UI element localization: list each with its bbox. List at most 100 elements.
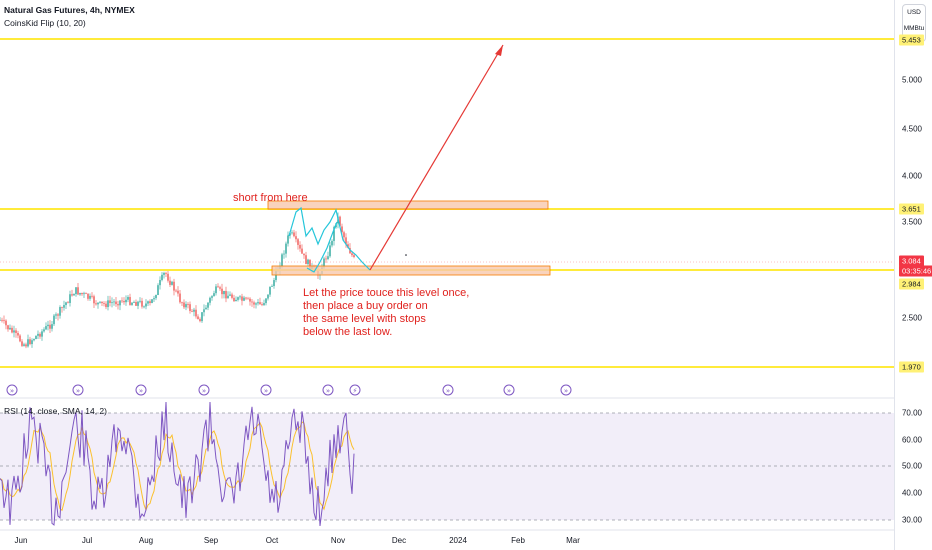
candle-body xyxy=(33,339,35,341)
candle-body xyxy=(119,300,121,306)
candle-body xyxy=(255,303,257,305)
candle-body xyxy=(55,314,57,316)
candle-body xyxy=(75,287,77,295)
candle-body xyxy=(105,303,107,308)
candle-body xyxy=(325,258,327,260)
time-tick: Sep xyxy=(203,536,219,545)
lightning-icon-glyph: ⚡ xyxy=(353,387,358,395)
candle-body xyxy=(173,281,175,291)
price-tag-top: 5.453 xyxy=(899,34,924,46)
candle-body xyxy=(241,296,243,301)
forward-icon[interactable] xyxy=(560,384,572,396)
candle-body xyxy=(167,273,169,281)
forward-icon[interactable] xyxy=(260,384,272,396)
rsi-tick: 50.00 xyxy=(901,461,922,471)
price-tick: 4.000 xyxy=(901,171,922,181)
forward-icon-glyph: » xyxy=(139,387,143,395)
candle-body xyxy=(23,344,25,346)
forward-icon-glyph: » xyxy=(264,387,268,395)
candle-body xyxy=(153,298,155,300)
candle-body xyxy=(147,301,149,304)
candle-body xyxy=(61,307,63,308)
buy-zone[interactable] xyxy=(271,265,551,276)
candle-body xyxy=(281,254,283,267)
candle-body xyxy=(137,301,139,306)
candle-body xyxy=(217,286,219,288)
candle-body xyxy=(251,301,253,303)
lightning-icon[interactable] xyxy=(349,384,361,396)
candle-body xyxy=(45,326,47,330)
candle-body xyxy=(17,332,19,336)
candle-body xyxy=(299,244,301,249)
forward-icon[interactable] xyxy=(442,384,454,396)
candle-body xyxy=(271,286,273,287)
candle-body xyxy=(227,295,229,299)
candle-body xyxy=(329,245,331,257)
candle-body xyxy=(345,237,347,245)
candle-body xyxy=(85,293,87,295)
candle-body xyxy=(7,325,9,330)
candle-body xyxy=(305,255,307,265)
candle-body xyxy=(29,339,31,345)
candle-body xyxy=(43,329,45,332)
candle-body xyxy=(13,330,15,333)
candle-body xyxy=(113,301,115,303)
candle-body xyxy=(65,302,67,306)
time-tick: Dec xyxy=(391,536,407,545)
candle-body xyxy=(53,315,55,325)
price-tag-1970: 1.970 xyxy=(899,361,924,373)
candle-body xyxy=(123,301,125,303)
time-tick: Aug xyxy=(138,536,154,545)
candle-body xyxy=(115,301,117,305)
forward-icon[interactable] xyxy=(6,384,18,396)
candle-body xyxy=(51,324,53,329)
candle-body xyxy=(93,296,95,304)
candle-body xyxy=(69,294,71,303)
target-arrow[interactable] xyxy=(369,44,504,271)
forward-icon-glyph: » xyxy=(326,387,330,395)
candle-body xyxy=(291,232,293,234)
annotation-note: Let the price touce this level once, the… xyxy=(303,287,470,338)
forward-icon[interactable] xyxy=(322,384,334,396)
candle-body xyxy=(249,298,251,302)
candle-body xyxy=(287,235,289,244)
candle-body xyxy=(31,340,33,345)
candle-body xyxy=(73,294,75,296)
candle-body xyxy=(87,293,89,299)
candle-body xyxy=(207,302,209,308)
rsi-tick: 40.00 xyxy=(901,488,922,498)
candle-body xyxy=(353,255,355,257)
candle-body xyxy=(199,319,201,322)
price-tick: 3.500 xyxy=(901,217,922,227)
candle-body xyxy=(269,286,271,295)
time-tick: Jun xyxy=(14,536,28,545)
candle-body xyxy=(183,302,185,308)
candle-body xyxy=(245,297,247,299)
candle-body xyxy=(159,280,161,286)
candle-body xyxy=(205,307,207,310)
candle-body xyxy=(83,293,85,295)
forward-icon[interactable] xyxy=(198,384,210,396)
candle-body xyxy=(339,216,341,227)
candle-body xyxy=(101,301,103,304)
candle-body xyxy=(215,286,217,294)
candle-body xyxy=(139,300,141,302)
rsi-tick: 70.00 xyxy=(901,408,922,418)
forward-icon[interactable] xyxy=(72,384,84,396)
candle-body xyxy=(261,304,263,306)
candle-body xyxy=(9,327,11,330)
rsi-line xyxy=(0,401,355,527)
forward-icon-glyph: » xyxy=(446,387,450,395)
price-tick: 5.000 xyxy=(901,75,922,85)
candle-body xyxy=(267,294,269,299)
candle-body xyxy=(141,300,143,307)
time-tick: 2024 xyxy=(449,536,467,545)
forward-icon[interactable] xyxy=(503,384,515,396)
candle-body xyxy=(171,281,173,285)
forward-icon-glyph: » xyxy=(10,387,14,395)
candle-body xyxy=(237,297,239,300)
candle-body xyxy=(91,295,93,297)
forward-icon-glyph: » xyxy=(202,387,206,395)
forward-icon[interactable] xyxy=(135,384,147,396)
